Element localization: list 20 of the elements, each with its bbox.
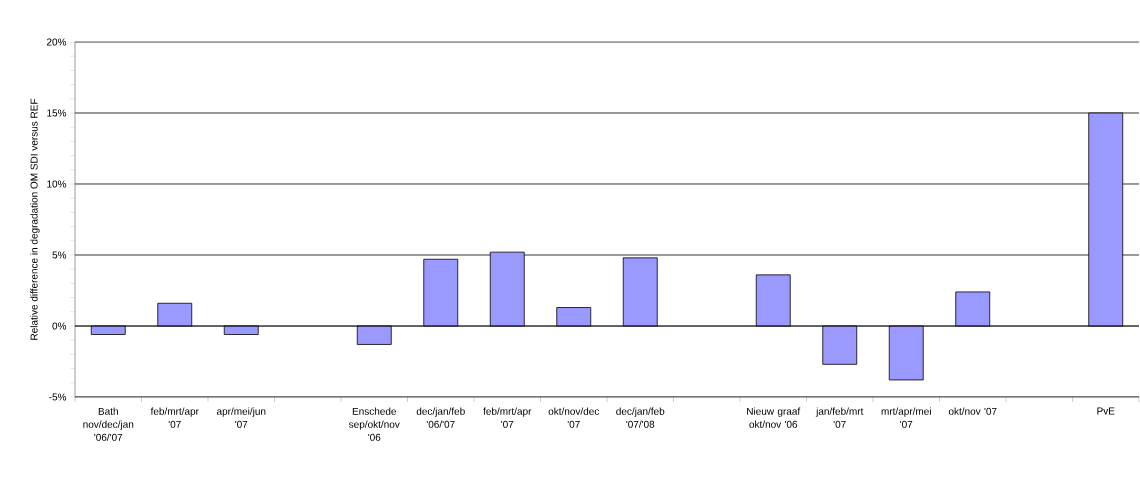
- x-tick-label: Bath nov/dec/jan '06/'07: [83, 407, 134, 441]
- x-tick-label: okt/nov '07: [948, 407, 997, 415]
- y-tick-label: -5%: [49, 393, 67, 401]
- x-tick-label: jan/feb/mrt '07: [815, 407, 864, 428]
- x-tick-label: dec/jan/feb '06/'07: [416, 407, 465, 428]
- y-axis-title: Relative difference in degradation OM SDI versus REF: [30, 98, 40, 340]
- y-tick-label: 15%: [47, 109, 67, 117]
- x-tick-label: Enschede sep/okt/nov '06: [348, 407, 400, 441]
- x-tick-label: Nieuw graaf okt/nov '06: [747, 407, 801, 428]
- y-tick-label: 0%: [52, 322, 67, 330]
- y-tick-label: 10%: [47, 180, 67, 188]
- x-tick-label: feb/mrt/apr '07: [150, 407, 199, 428]
- y-tick-label: 5%: [52, 251, 67, 259]
- x-tick-label: apr/mei/jun '07: [216, 407, 266, 428]
- x-tick-label: dec/jan/feb '07/'08: [616, 407, 665, 428]
- x-tick-label: mrt/apr/mei '07: [881, 407, 931, 428]
- x-tick-label: PvE: [1097, 407, 1115, 415]
- y-tick-label: 20%: [46, 38, 67, 46]
- x-tick-label: feb/mrt/apr '07: [483, 407, 532, 428]
- x-tick-label: okt/nov/dec '07: [548, 407, 600, 428]
